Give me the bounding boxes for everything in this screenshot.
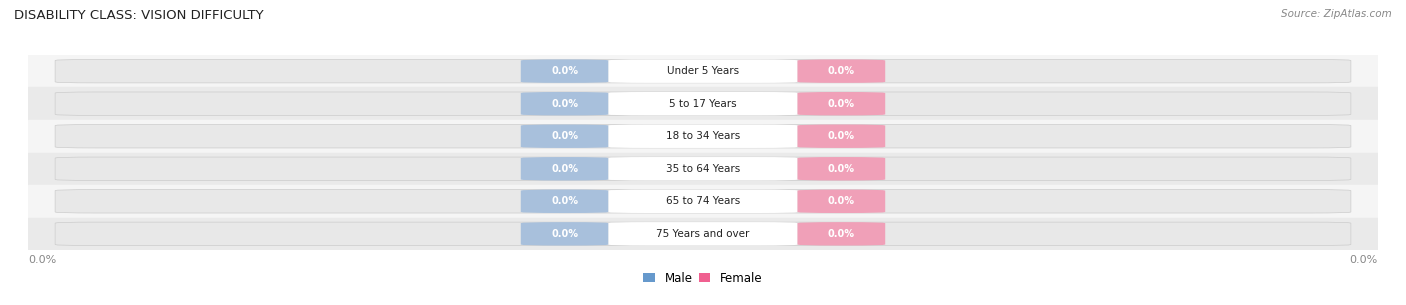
Text: 0.0%: 0.0%: [551, 164, 578, 174]
Text: Under 5 Years: Under 5 Years: [666, 66, 740, 76]
FancyBboxPatch shape: [797, 59, 886, 83]
FancyBboxPatch shape: [55, 157, 1351, 181]
Text: 0.0%: 0.0%: [551, 99, 578, 109]
FancyBboxPatch shape: [797, 92, 886, 115]
Text: 0.0%: 0.0%: [828, 196, 855, 206]
Text: 0.0%: 0.0%: [828, 229, 855, 239]
FancyBboxPatch shape: [520, 157, 609, 181]
FancyBboxPatch shape: [609, 124, 797, 148]
FancyBboxPatch shape: [55, 222, 1351, 246]
Text: 75 Years and over: 75 Years and over: [657, 229, 749, 239]
Text: 65 to 74 Years: 65 to 74 Years: [666, 196, 740, 206]
FancyBboxPatch shape: [609, 157, 797, 181]
Text: 5 to 17 Years: 5 to 17 Years: [669, 99, 737, 109]
Text: 0.0%: 0.0%: [1350, 255, 1378, 265]
Text: Source: ZipAtlas.com: Source: ZipAtlas.com: [1281, 9, 1392, 19]
Text: 18 to 34 Years: 18 to 34 Years: [666, 131, 740, 141]
FancyBboxPatch shape: [55, 59, 1351, 83]
FancyBboxPatch shape: [609, 190, 797, 213]
FancyBboxPatch shape: [797, 190, 886, 213]
FancyBboxPatch shape: [797, 157, 886, 181]
FancyBboxPatch shape: [797, 124, 886, 148]
Bar: [28, 88, 1378, 120]
FancyBboxPatch shape: [520, 124, 609, 148]
FancyBboxPatch shape: [797, 222, 886, 246]
FancyBboxPatch shape: [609, 92, 797, 115]
FancyBboxPatch shape: [609, 59, 797, 83]
FancyBboxPatch shape: [520, 92, 609, 115]
FancyBboxPatch shape: [520, 222, 609, 246]
Bar: [28, 185, 1378, 217]
Text: 0.0%: 0.0%: [828, 164, 855, 174]
Text: 0.0%: 0.0%: [28, 255, 56, 265]
Bar: [28, 55, 1378, 88]
Bar: [28, 217, 1378, 250]
Text: 0.0%: 0.0%: [551, 131, 578, 141]
Bar: [28, 120, 1378, 152]
Legend: Male, Female: Male, Female: [644, 272, 762, 285]
FancyBboxPatch shape: [520, 59, 609, 83]
Text: 0.0%: 0.0%: [828, 131, 855, 141]
FancyBboxPatch shape: [55, 190, 1351, 213]
Bar: [28, 152, 1378, 185]
FancyBboxPatch shape: [609, 222, 797, 246]
FancyBboxPatch shape: [55, 124, 1351, 148]
Text: 0.0%: 0.0%: [551, 66, 578, 76]
Text: 0.0%: 0.0%: [828, 99, 855, 109]
FancyBboxPatch shape: [55, 92, 1351, 115]
FancyBboxPatch shape: [520, 190, 609, 213]
Text: 0.0%: 0.0%: [551, 196, 578, 206]
Text: 35 to 64 Years: 35 to 64 Years: [666, 164, 740, 174]
Text: DISABILITY CLASS: VISION DIFFICULTY: DISABILITY CLASS: VISION DIFFICULTY: [14, 9, 264, 22]
Text: 0.0%: 0.0%: [828, 66, 855, 76]
Text: 0.0%: 0.0%: [551, 229, 578, 239]
